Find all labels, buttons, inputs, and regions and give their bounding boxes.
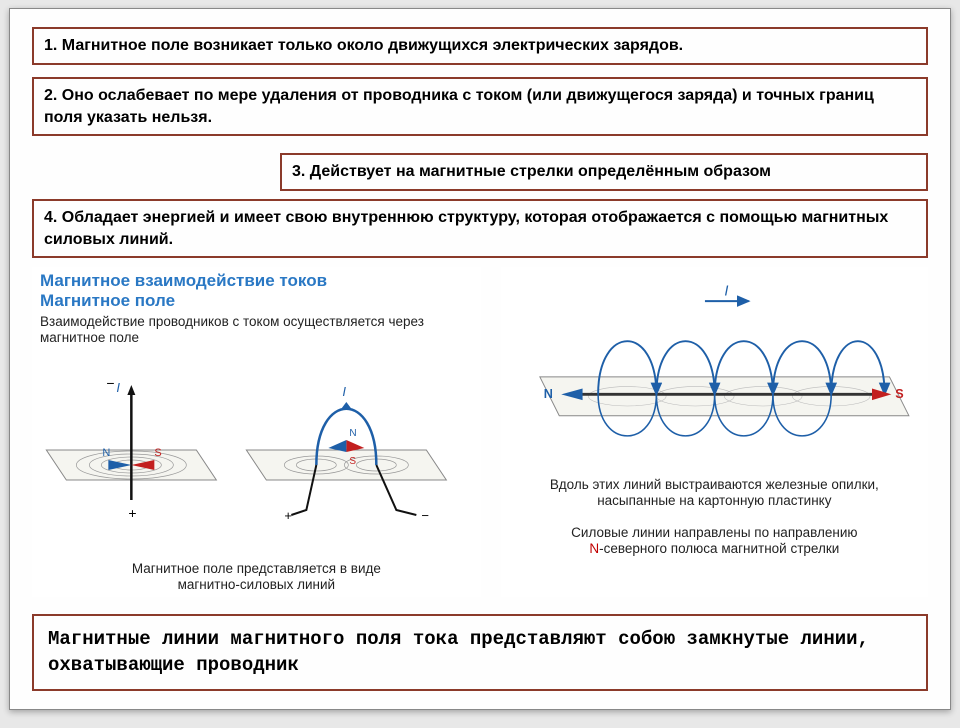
label-plus-2: +: [284, 508, 292, 520]
statement-1: 1. Магнитное поле возникает только около…: [32, 27, 928, 65]
fig-left-diagram: I N S + −: [32, 350, 481, 520]
label-N-r: N: [543, 387, 552, 401]
label-I-2: I: [342, 384, 346, 399]
statement-2: 2. Оно ослабевает по мере удаления от пр…: [32, 77, 928, 136]
fig-left-cap-2: магнитно-силовых линий: [178, 577, 336, 592]
fig-left-title: Магнитное взаимодействие токов Магнитное…: [32, 267, 481, 314]
statement-4: 4. Обладает энергией и имеет свою внутре…: [32, 199, 928, 258]
fig-right-cap2a: Силовые линии направлены по направлению: [571, 525, 857, 540]
fig-right-svg: I N S: [501, 267, 928, 477]
label-S-2: S: [349, 456, 356, 467]
label-S-r: S: [895, 387, 903, 401]
figure-right: I N S Вдоль этих линий выстраиваются жел…: [501, 267, 928, 597]
label-plus-1: +: [128, 505, 136, 520]
label-N-2: N: [349, 428, 356, 439]
statement-3: 3. Действует на магнитные стрелки опреде…: [280, 153, 928, 191]
slide: 1. Магнитное поле возникает только около…: [9, 8, 951, 710]
label-S-1: S: [154, 447, 161, 459]
fig-left-caption: Магнитное поле представляется в виде маг…: [32, 561, 481, 593]
fig-left-title-line1: Магнитное взаимодействие токов: [40, 271, 327, 290]
fig-left-subtitle: Взаимодействие проводников с током осуще…: [32, 314, 481, 350]
figures-row: Магнитное взаимодействие токов Магнитное…: [32, 267, 928, 597]
fig-right-caption2: Силовые линии направлены по направлению …: [501, 525, 928, 557]
figure-left: Магнитное взаимодействие токов Магнитное…: [32, 267, 481, 597]
summary-box: Магнитные линии магнитного поля тока пре…: [32, 614, 928, 691]
fig-left-svg: I N S + −: [32, 350, 481, 520]
fig-right-cap2b: N: [589, 541, 599, 556]
label-N-1: N: [102, 447, 110, 459]
fig-left-title-line2: Магнитное поле: [40, 291, 175, 310]
fig-left-cap-1: Магнитное поле представляется в виде: [132, 561, 381, 576]
label-I-1: I: [116, 380, 120, 395]
fig-right-cap2c: -северного полюса магнитной стрелки: [599, 541, 839, 556]
label-minus-2: −: [421, 508, 429, 520]
label-minus-1: −: [106, 375, 114, 391]
fig-right-diagram: I N S: [501, 267, 928, 477]
fig-right-caption1: Вдоль этих линий выстраиваются железные …: [501, 477, 928, 509]
label-I-r: I: [724, 283, 728, 299]
